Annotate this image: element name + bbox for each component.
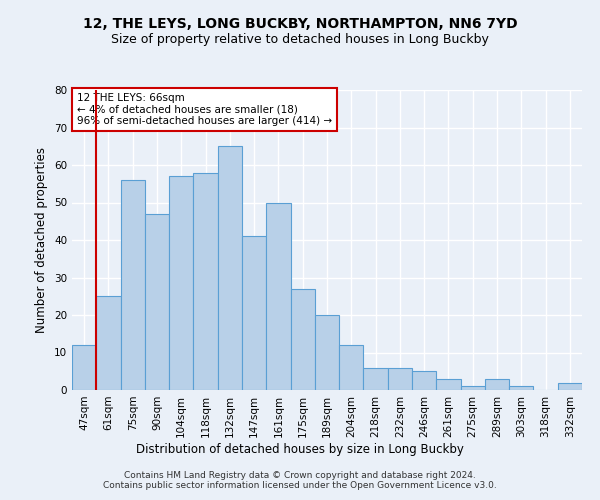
Bar [339, 345, 364, 390]
Bar [290, 289, 315, 390]
Y-axis label: Number of detached properties: Number of detached properties [35, 147, 49, 333]
Bar [388, 368, 412, 390]
Bar [242, 236, 266, 390]
Bar [169, 176, 193, 390]
Text: Size of property relative to detached houses in Long Buckby: Size of property relative to detached ho… [111, 32, 489, 46]
Bar [121, 180, 145, 390]
Text: Distribution of detached houses by size in Long Buckby: Distribution of detached houses by size … [136, 442, 464, 456]
Bar [96, 296, 121, 390]
Bar [436, 379, 461, 390]
Text: Contains HM Land Registry data © Crown copyright and database right 2024.
Contai: Contains HM Land Registry data © Crown c… [103, 470, 497, 490]
Bar [461, 386, 485, 390]
Bar [218, 146, 242, 390]
Bar [485, 379, 509, 390]
Bar [558, 382, 582, 390]
Bar [266, 202, 290, 390]
Bar [412, 371, 436, 390]
Bar [72, 345, 96, 390]
Text: 12, THE LEYS, LONG BUCKBY, NORTHAMPTON, NN6 7YD: 12, THE LEYS, LONG BUCKBY, NORTHAMPTON, … [83, 18, 517, 32]
Bar [364, 368, 388, 390]
Bar [193, 172, 218, 390]
Text: 12 THE LEYS: 66sqm
← 4% of detached houses are smaller (18)
96% of semi-detached: 12 THE LEYS: 66sqm ← 4% of detached hous… [77, 93, 332, 126]
Bar [145, 214, 169, 390]
Bar [509, 386, 533, 390]
Bar [315, 315, 339, 390]
